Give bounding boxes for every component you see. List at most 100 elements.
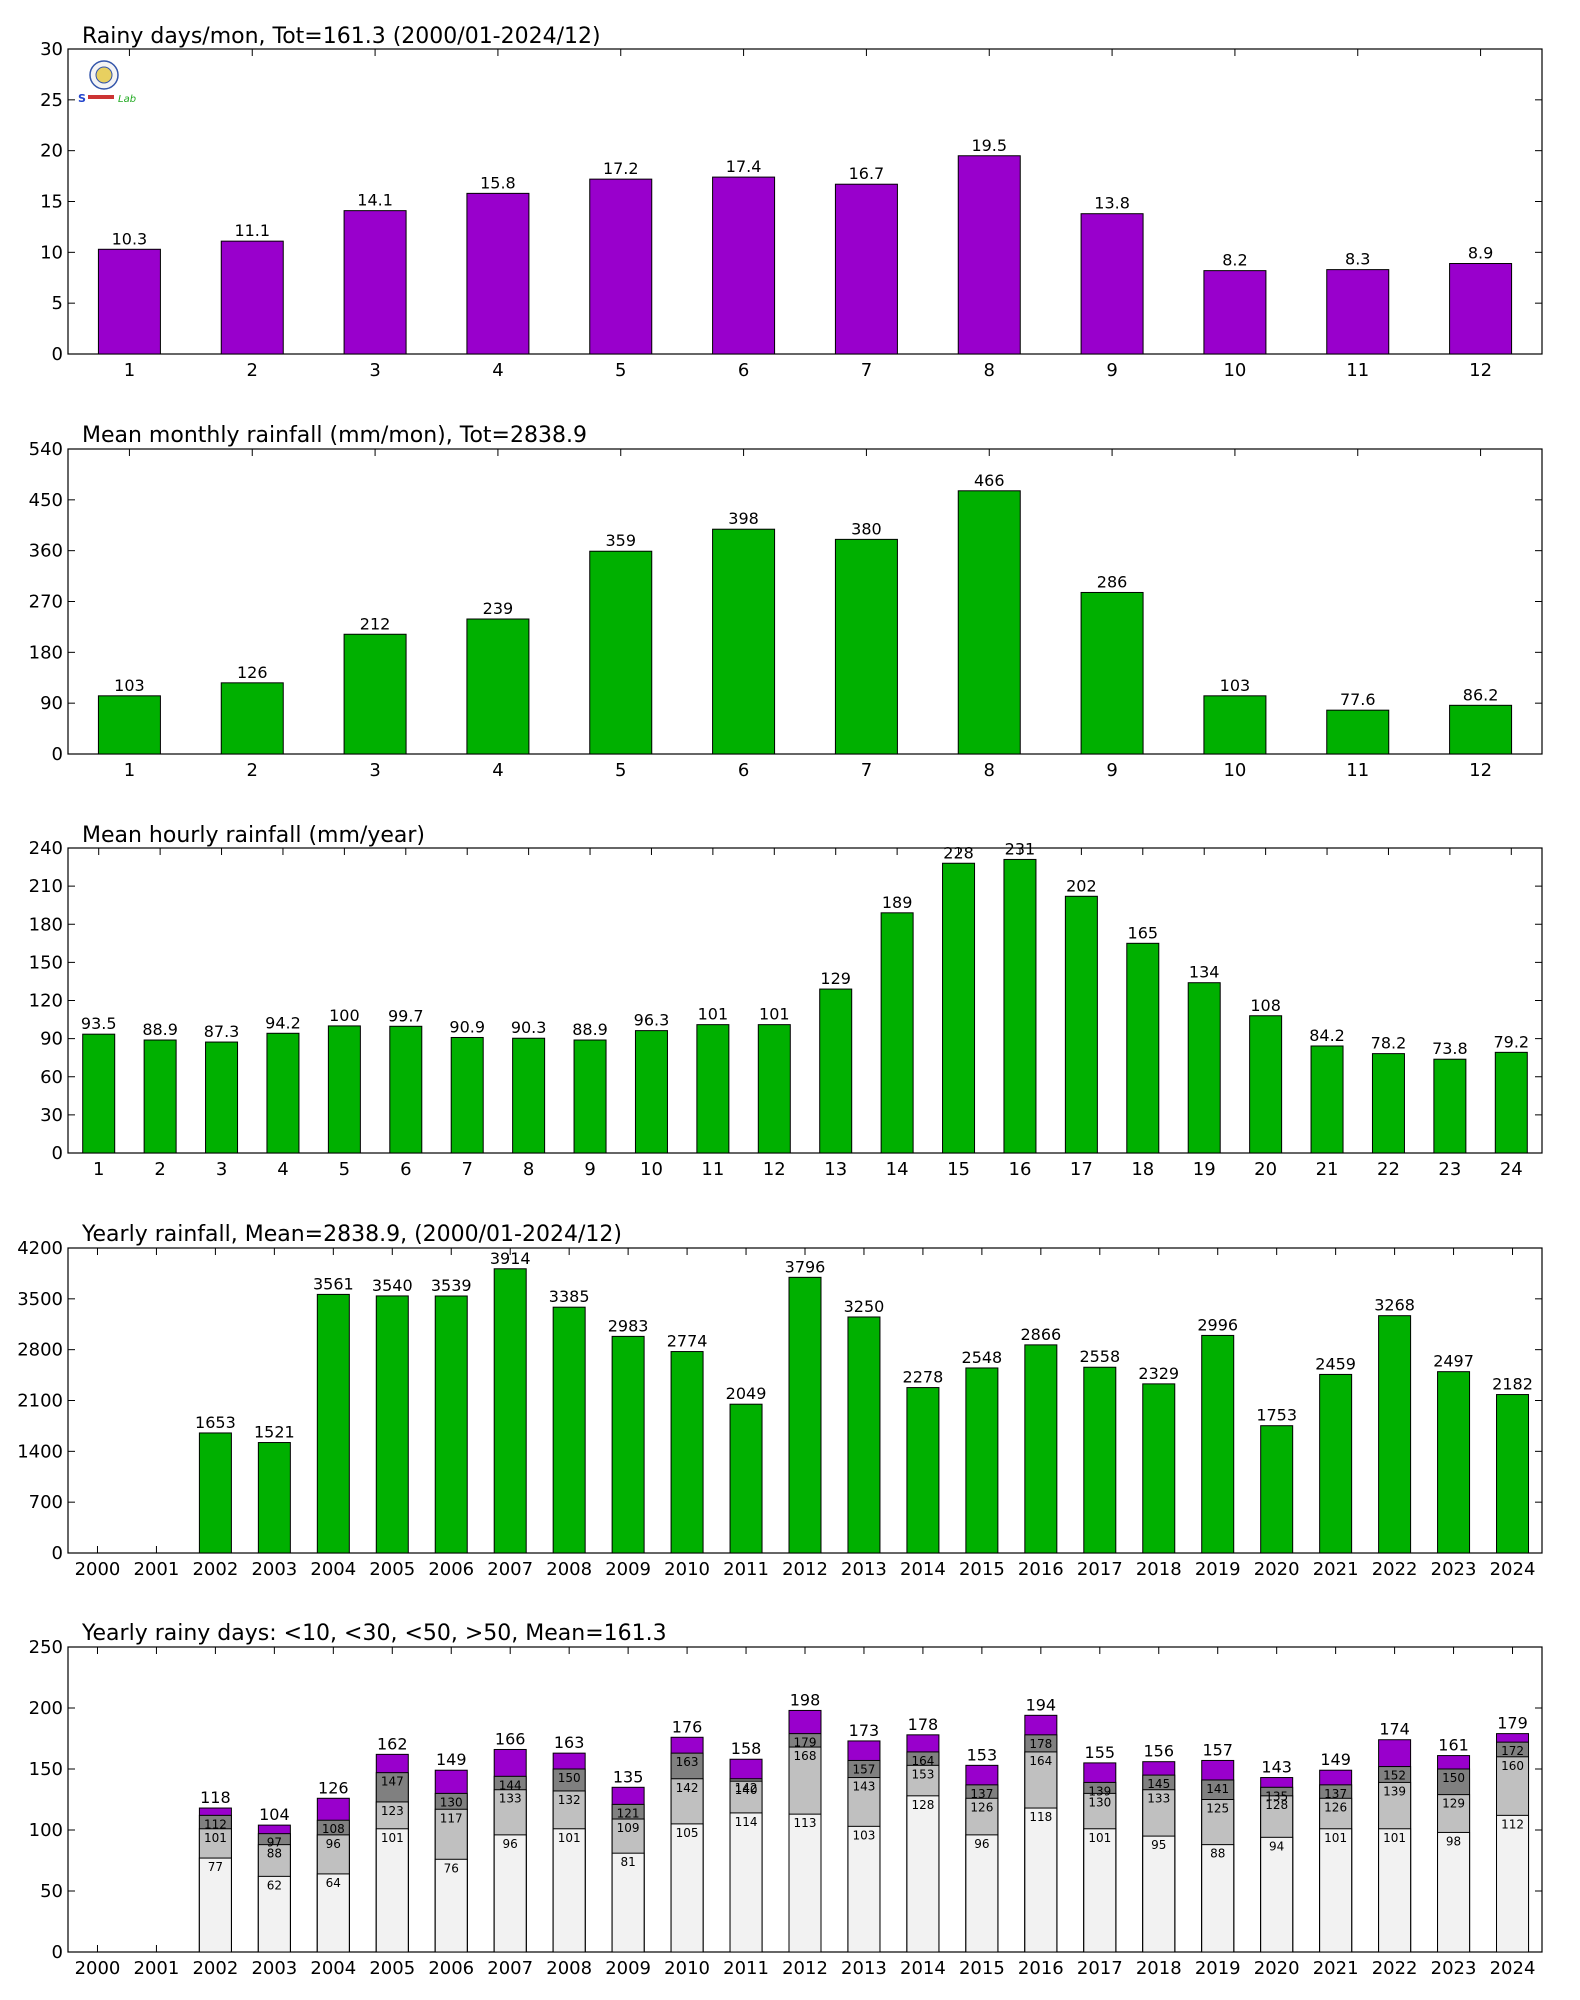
x-tick-label: 2006 <box>428 1559 474 1580</box>
bar-total-label: 198 <box>790 1690 821 1709</box>
segment-value-label: 117 <box>440 1811 463 1825</box>
bar <box>1378 1315 1412 1554</box>
segment-value-label: 130 <box>1088 1795 1111 1809</box>
bar-total-label: 135 <box>613 1767 644 1786</box>
bar-value-label: 8.9 <box>1468 244 1493 263</box>
segment-value-label: 105 <box>676 1826 699 1840</box>
bar <box>1494 1051 1528 1154</box>
segment-value-label: 108 <box>322 1822 345 1836</box>
segment-value-label: 153 <box>911 1767 934 1781</box>
x-tick-label: 2015 <box>959 1958 1005 1979</box>
bar <box>965 1367 999 1554</box>
x-tick-label: 10 <box>1223 360 1246 381</box>
bar <box>957 490 1021 755</box>
y-tick-label: 60 <box>40 1067 63 1088</box>
segment-value-label: 101 <box>1324 1831 1347 1845</box>
x-tick-label: 6 <box>738 760 749 781</box>
x-tick-label: 2003 <box>251 1559 297 1580</box>
y-tick-label: 150 <box>29 1759 63 1780</box>
bar <box>573 1039 607 1154</box>
bar <box>450 1036 484 1154</box>
stacked-bar-segment <box>1142 1835 1176 1953</box>
x-tick-label: 2004 <box>310 1559 356 1580</box>
bar-value-label: 3796 <box>785 1257 826 1276</box>
y-tick-label: 20 <box>40 141 63 162</box>
segment-value-label: 178 <box>1029 1737 1052 1751</box>
bar-total-label: 149 <box>436 1750 467 1769</box>
x-tick-label: 2014 <box>900 1559 946 1580</box>
segment-value-label: 77 <box>208 1860 223 1874</box>
bar <box>1142 1383 1176 1554</box>
stacked-bar-segment <box>906 1795 940 1953</box>
bar-value-label: 134 <box>1189 963 1220 982</box>
bar <box>1203 695 1267 755</box>
x-tick-label: 15 <box>947 1159 970 1180</box>
bar-value-label: 3385 <box>549 1287 590 1306</box>
bar-total-label: 149 <box>1320 1750 1351 1769</box>
bar <box>466 192 530 355</box>
segment-value-label: 101 <box>1088 1831 1111 1845</box>
stacked-bar-segment <box>493 1834 527 1953</box>
y-tick-label: 450 <box>29 490 63 511</box>
x-tick-label: 11 <box>1346 360 1369 381</box>
bar <box>97 248 161 355</box>
bar <box>552 1306 586 1554</box>
segment-value-label: 128 <box>1265 1798 1288 1812</box>
bar-value-label: 19.5 <box>971 136 1007 155</box>
segment-value-label: 144 <box>499 1778 522 1792</box>
x-tick-label: 20 <box>1254 1159 1277 1180</box>
bar-value-label: 2182 <box>1492 1375 1533 1394</box>
bar-value-label: 17.2 <box>603 159 639 178</box>
x-tick-label: 2014 <box>900 1958 946 1979</box>
segment-value-label: 164 <box>1029 1754 1052 1768</box>
stacked-bar-segment <box>434 1858 468 1953</box>
bar-total-label: 179 <box>1497 1714 1528 1733</box>
segment-value-label: 179 <box>794 1736 817 1750</box>
x-tick-label: 2011 <box>723 1559 769 1580</box>
x-tick-label: 8 <box>523 1159 534 1180</box>
stacked-bar-segment <box>1437 1831 1471 1953</box>
bar <box>1437 1371 1471 1554</box>
panel-title: Mean hourly rainfall (mm/year) <box>82 823 425 848</box>
bar-total-label: 178 <box>908 1715 939 1734</box>
bar <box>589 178 653 355</box>
panel-title: Rainy days/mon, Tot=161.3 (2000/01-2024/… <box>82 24 601 49</box>
bar-value-label: 93.5 <box>81 1014 117 1033</box>
segment-value-label: 145 <box>1147 1777 1170 1791</box>
bar-value-label: 1653 <box>195 1413 236 1432</box>
y-tick-label: 4200 <box>17 1238 63 1259</box>
segment-value-label: 150 <box>1442 1771 1465 1785</box>
bar-value-label: 2459 <box>1315 1354 1356 1373</box>
segment-value-label: 129 <box>1442 1797 1465 1811</box>
bar-total-label: 157 <box>1202 1740 1233 1759</box>
bar <box>1449 704 1513 755</box>
x-tick-label: 2 <box>247 760 258 781</box>
bar <box>1203 270 1267 355</box>
bar <box>819 988 853 1154</box>
bar <box>220 240 284 355</box>
stacked-bar-segment <box>847 1825 881 1953</box>
bar-total-label: 104 <box>259 1805 290 1824</box>
bar-value-label: 16.7 <box>849 164 885 183</box>
segment-value-label: 97 <box>267 1836 282 1850</box>
yearly-rainfall-panel: Yearly rainfall, Mean=2838.9, (2000/01-2… <box>17 1222 1543 1580</box>
segment-value-label: 101 <box>558 1831 581 1845</box>
y-tick-label: 360 <box>29 541 63 562</box>
y-tick-label: 700 <box>29 1492 63 1513</box>
x-tick-label: 2002 <box>192 1559 238 1580</box>
logo-banner-icon <box>88 95 114 99</box>
bar <box>375 1295 409 1554</box>
plot-frame <box>67 48 1543 355</box>
bar <box>1310 1045 1344 1154</box>
y-tick-label: 0 <box>52 1543 63 1564</box>
x-tick-label: 4 <box>492 360 503 381</box>
bar-value-label: 108 <box>1250 996 1281 1015</box>
stacked-bar-segment <box>1083 1828 1117 1953</box>
segment-value-label: 94 <box>1269 1839 1284 1853</box>
bar <box>696 1024 730 1154</box>
y-tick-label: 5 <box>52 293 63 314</box>
bar <box>327 1025 361 1154</box>
segment-value-label: 123 <box>381 1804 404 1818</box>
bar <box>343 210 407 355</box>
x-tick-label: 2009 <box>605 1958 651 1979</box>
